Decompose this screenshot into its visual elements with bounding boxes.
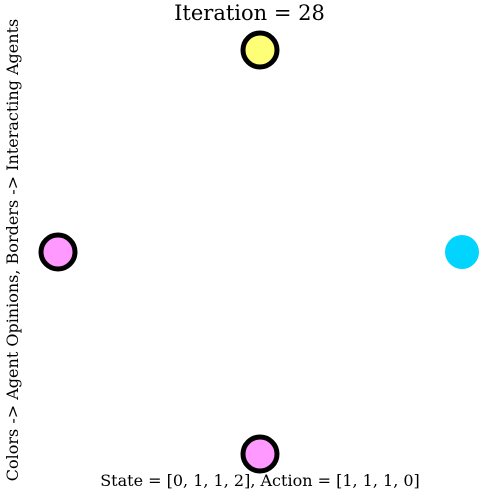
- agent-node-3: [240, 30, 280, 70]
- agents-layer: [38, 30, 479, 474]
- agent-node-0: [445, 235, 479, 269]
- x-axis-label: State = [0, 1, 1, 2], Action = [1, 1, 1,…: [100, 471, 420, 490]
- agent-node-2: [38, 232, 78, 272]
- figure-title: Iteration = 28: [174, 1, 325, 25]
- agent-node-1: [240, 434, 280, 474]
